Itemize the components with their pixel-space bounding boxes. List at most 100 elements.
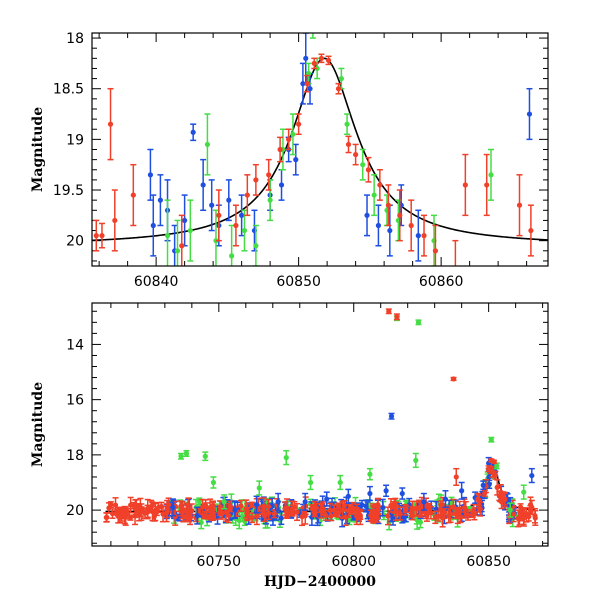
data-point: [178, 452, 185, 460]
data-point: [392, 501, 399, 522]
data-point: [252, 224, 259, 266]
data-point: [501, 492, 508, 506]
data-point: [141, 507, 148, 520]
data-point: [311, 511, 318, 518]
data-point: [403, 505, 410, 514]
data-point: [299, 507, 306, 527]
data-point: [455, 506, 462, 515]
data-point: [388, 412, 395, 420]
data-point: [265, 498, 272, 515]
x-tick-label: 60800: [331, 554, 376, 570]
data-point: [147, 148, 154, 201]
data-point: [187, 199, 194, 262]
data-point: [124, 507, 131, 515]
data-point: [450, 376, 457, 382]
data-point: [353, 506, 360, 526]
data-point: [366, 467, 373, 481]
y-tick-label: 20: [66, 234, 84, 250]
data-point: [241, 209, 248, 252]
data-point: [453, 467, 460, 486]
data-point: [183, 449, 190, 458]
data-point: [481, 489, 488, 497]
bottom-panel: 60750 60800 60850 14 16 18 20 Magnitude HJD−2400…: [30, 302, 549, 590]
data-point: [310, 505, 317, 512]
data-point: [507, 502, 514, 518]
axis-frame: [91, 32, 549, 267]
data-point: [304, 74, 311, 93]
data-point: [307, 474, 314, 491]
data-point: [265, 158, 272, 191]
data-point: [412, 452, 419, 469]
plot-area: [103, 308, 539, 531]
data-point: [232, 501, 239, 520]
data-point: [384, 506, 391, 526]
data-point: [157, 174, 164, 227]
data-point: [370, 506, 377, 522]
data-point: [375, 204, 382, 247]
data-point: [98, 222, 105, 249]
data-point: [527, 204, 534, 257]
x-tick-label: 60840: [134, 274, 179, 290]
data-point: [277, 136, 284, 163]
data-point: [111, 189, 118, 252]
data-point: [311, 57, 318, 70]
data-point: [134, 506, 141, 514]
data-point: [520, 484, 527, 500]
data-point: [295, 113, 302, 136]
data-point: [450, 498, 457, 515]
data-point: [174, 219, 181, 266]
data-point: [103, 512, 110, 523]
data-point: [194, 506, 201, 525]
data-point: [488, 436, 495, 443]
x-axis-title: HJD−2400000: [264, 574, 376, 590]
data-point: [525, 511, 532, 522]
y-tick-label: 14: [66, 337, 84, 353]
data-point: [337, 474, 344, 491]
plot-area: [92, 33, 548, 266]
data-point: [282, 501, 289, 516]
data-point: [328, 510, 335, 522]
data-point: [445, 507, 452, 524]
data-point: [208, 179, 215, 232]
data-point: [228, 224, 235, 266]
x-tick-label: 60850: [466, 554, 511, 570]
data-point: [397, 506, 404, 521]
data-point: [109, 508, 116, 519]
data-point: [420, 492, 427, 511]
data-point: [253, 495, 260, 514]
data-point: [483, 153, 490, 217]
data-point: [366, 485, 373, 502]
data-point: [488, 148, 494, 201]
data-point: [225, 179, 232, 222]
data-point: [371, 174, 378, 217]
data-point: [164, 199, 171, 266]
data-point: [227, 505, 234, 513]
data-point: [190, 123, 197, 142]
data-point: [421, 214, 428, 257]
data-point: [165, 497, 172, 513]
data-point: [374, 505, 381, 515]
data-point: [237, 499, 244, 512]
data-point: [335, 82, 342, 95]
data-point: [520, 510, 527, 518]
x-tick-label: 60860: [419, 274, 464, 290]
data-point: [409, 506, 416, 518]
data-point: [338, 67, 345, 90]
data-point: [267, 179, 274, 222]
data-point: [364, 194, 371, 237]
data-point: [347, 505, 354, 516]
y-tick-label: 20: [66, 503, 84, 519]
data-point: [221, 494, 228, 510]
data-point: [278, 169, 285, 201]
data-point: [494, 479, 501, 496]
data-point: [179, 503, 186, 514]
data-point: [323, 491, 330, 507]
data-point: [396, 189, 403, 242]
data-point: [232, 204, 239, 247]
data-point: [187, 511, 194, 526]
data-point: [515, 509, 522, 528]
y-tick-label: 18: [66, 31, 84, 47]
data-point: [107, 87, 114, 161]
data-point: [210, 476, 217, 489]
data-point: [344, 113, 351, 136]
